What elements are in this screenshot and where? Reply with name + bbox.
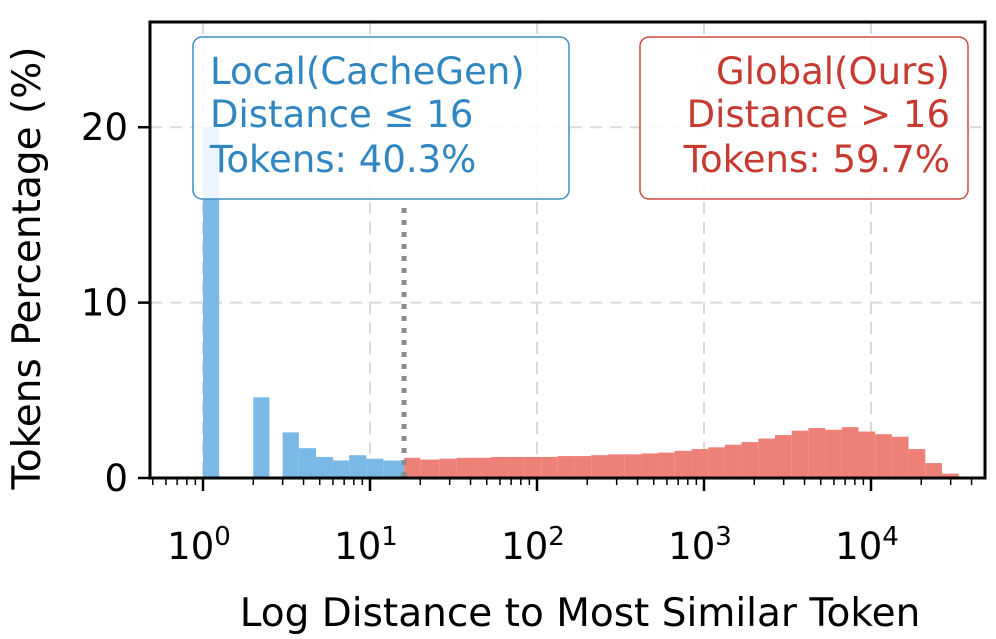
x-tick-exponent: 1 bbox=[381, 522, 398, 552]
annotation-box-frame bbox=[639, 36, 969, 200]
annotation-text: Tokens: 40.3% bbox=[209, 138, 476, 181]
x-tick-label: 104 bbox=[835, 522, 899, 568]
x-tick-exponent: 0 bbox=[214, 522, 231, 552]
histogram-bar bbox=[674, 450, 692, 478]
histogram-bar bbox=[774, 435, 792, 478]
histogram-bar bbox=[282, 432, 299, 478]
x-tick-exponent: 3 bbox=[715, 522, 732, 552]
histogram-bar bbox=[456, 457, 475, 478]
histogram-bar bbox=[858, 431, 876, 478]
annotation-text: Distance > 16 bbox=[687, 93, 950, 136]
annotation-box-frame bbox=[192, 36, 570, 200]
x-axis-label: Log Distance to Most Similar Token bbox=[240, 591, 921, 636]
histogram-bar bbox=[541, 456, 558, 478]
histogram-bar bbox=[607, 454, 625, 478]
histogram-bar bbox=[557, 456, 575, 478]
histogram-bar bbox=[691, 449, 709, 478]
histogram-bars bbox=[203, 127, 959, 478]
histogram-bar bbox=[708, 447, 725, 478]
histogram-bar bbox=[316, 456, 333, 478]
histogram-bar bbox=[332, 460, 350, 478]
histogram-bar bbox=[658, 452, 675, 478]
x-tick-exponent: 2 bbox=[548, 522, 565, 552]
annotation-text: Local(CacheGen) bbox=[210, 50, 525, 93]
histogram-bar bbox=[808, 428, 826, 478]
histogram-bar bbox=[891, 436, 909, 478]
histogram-bar bbox=[925, 463, 942, 478]
histogram-bar bbox=[439, 458, 457, 478]
annotation-text: Distance ≤ 16 bbox=[210, 93, 473, 136]
y-tick-label: 10 bbox=[81, 282, 128, 325]
histogram-bar bbox=[253, 397, 270, 478]
histogram-bar bbox=[758, 438, 775, 478]
histogram-bar bbox=[404, 457, 421, 478]
histogram-bar bbox=[349, 455, 367, 478]
plot-frame bbox=[148, 20, 987, 480]
annotation-text: Tokens: 59.7% bbox=[683, 138, 950, 181]
histogram-bar bbox=[203, 127, 220, 478]
x-tick-label: 103 bbox=[668, 522, 732, 568]
x-tick-label: 101 bbox=[334, 522, 398, 568]
histogram-bar bbox=[875, 434, 892, 478]
y-tick-label: 20 bbox=[81, 106, 128, 149]
histogram-bar bbox=[383, 460, 405, 478]
histogram-bar bbox=[624, 454, 642, 478]
histogram-bar bbox=[574, 456, 592, 478]
histogram-bar bbox=[366, 458, 384, 478]
histogram-bar bbox=[825, 429, 842, 478]
histogram-bar bbox=[724, 444, 742, 478]
histogram-bar bbox=[908, 449, 926, 478]
x-tick-exponent: 4 bbox=[882, 522, 899, 552]
histogram-bar bbox=[490, 456, 508, 478]
x-tick-label: 100 bbox=[167, 522, 231, 568]
histogram-bar bbox=[791, 430, 809, 478]
histogram-bar bbox=[298, 448, 317, 478]
histogram-bar bbox=[420, 459, 440, 478]
histogram-bar bbox=[741, 442, 759, 478]
histogram-bar bbox=[524, 456, 542, 478]
histogram-bar bbox=[641, 453, 659, 478]
y-axis-label: Tokens Percentage (%) bbox=[5, 47, 50, 491]
histogram-bar bbox=[941, 473, 959, 478]
histogram-bar bbox=[474, 457, 491, 478]
annotation-text: Global(Ours) bbox=[716, 50, 950, 93]
histogram-bar bbox=[507, 456, 525, 478]
y-tick-label: 0 bbox=[104, 457, 128, 500]
histogram-bar bbox=[591, 455, 608, 478]
histogram-bar bbox=[841, 427, 859, 478]
x-tick-label: 102 bbox=[501, 522, 565, 568]
